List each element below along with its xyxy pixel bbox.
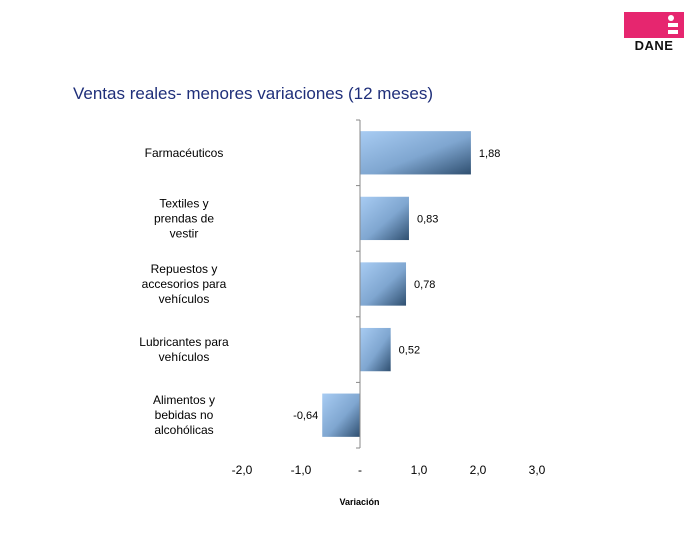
category-label: Alimentos y — [153, 393, 215, 407]
data-label: 0,52 — [399, 345, 420, 357]
category-label: bebidas no — [155, 408, 214, 422]
category-label: Repuestos y — [151, 262, 218, 276]
category-label: accesorios para — [142, 277, 227, 291]
data-label: 1,88 — [479, 148, 500, 160]
chart-title: Ventas reales- menores variaciones (12 m… — [73, 84, 433, 103]
x-tick-label: 1,0 — [411, 463, 428, 477]
dane-logo: DANE — [624, 12, 684, 52]
x-tick-label: -2,0 — [232, 463, 253, 477]
data-label: -0,64 — [293, 410, 318, 422]
dane-logo-text: DANE — [634, 38, 674, 53]
data-label: 0,83 — [417, 213, 438, 225]
x-tick-label: 2,0 — [470, 463, 487, 477]
data-label: 0,78 — [414, 279, 435, 291]
category-label: vehículos — [159, 292, 210, 306]
category-label: Lubricantes para — [139, 335, 229, 349]
x-axis-title: Variación — [339, 497, 379, 507]
x-tick-label: - — [358, 463, 362, 477]
bar — [360, 196, 409, 241]
dane-logo-icon — [624, 12, 684, 38]
bar — [360, 327, 391, 372]
bar — [322, 393, 360, 437]
category-label: prendas de — [154, 211, 214, 225]
bar — [360, 262, 407, 306]
category-label: Textiles y — [159, 196, 208, 210]
x-tick-label: 3,0 — [529, 463, 546, 477]
category-label: vestir — [170, 226, 199, 240]
bar — [360, 131, 471, 175]
category-label: vehículos — [159, 350, 210, 364]
category-label: Farmacéuticos — [145, 146, 224, 160]
category-label: alcohólicas — [154, 423, 213, 437]
x-tick-label: -1,0 — [291, 463, 312, 477]
